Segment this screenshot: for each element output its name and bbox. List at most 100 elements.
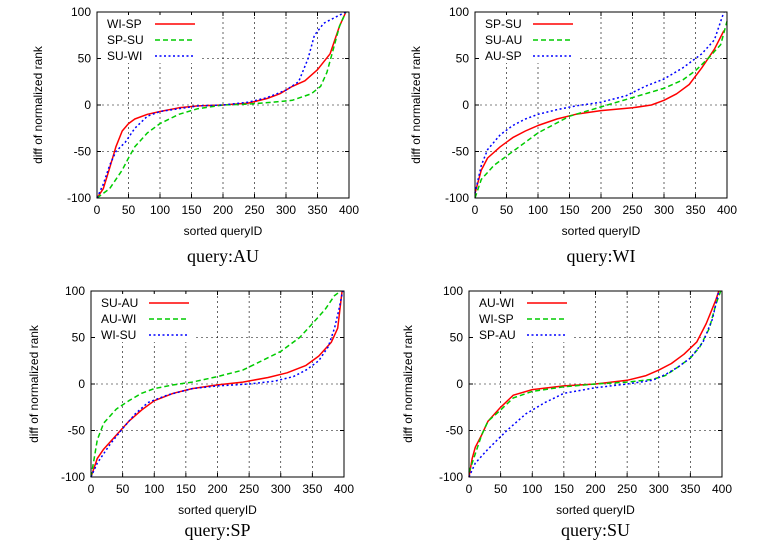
x-tick-label: 0 bbox=[472, 203, 479, 217]
x-tick-label: 50 bbox=[116, 482, 130, 496]
x-tick-label: 250 bbox=[239, 482, 259, 496]
legend: WI-SP SP-SU SU-WI bbox=[101, 15, 201, 63]
y-tick-label: 0 bbox=[78, 377, 85, 391]
series-line-sp-su bbox=[96, 11, 347, 199]
x-tick-label: 100 bbox=[522, 482, 542, 496]
x-tick-label: 50 bbox=[494, 482, 508, 496]
legend-background bbox=[101, 15, 201, 63]
legend-label-wi-sp: WI-SP bbox=[479, 312, 514, 326]
x-tick-label: 250 bbox=[244, 203, 264, 217]
y-axis-label: diff of normalized rank bbox=[31, 45, 45, 164]
panel-caption: query:AU bbox=[187, 246, 259, 266]
series-line-au-wi bbox=[90, 290, 342, 478]
y-tick-label: -50 bbox=[446, 424, 464, 438]
chart-panel-2: 0 50 100 150 200 250 300 350 400 -100 -50 0 50 100 sor… bbox=[409, 5, 737, 266]
x-axis-label: sorted queryID bbox=[184, 224, 263, 238]
legend-label-au-wi: AU-WI bbox=[101, 312, 136, 326]
y-tick-label: -100 bbox=[439, 470, 463, 484]
x-tick-label: 50 bbox=[500, 203, 514, 217]
legend-label-su-wi: SU-WI bbox=[107, 49, 142, 63]
series-line-sp-au bbox=[468, 290, 720, 478]
x-tick-label: 300 bbox=[271, 482, 291, 496]
y-tick-label: 100 bbox=[443, 284, 463, 298]
chart-panel-3: 0 50 100 150 200 250 300 350 400 -100 -50 0 50 100 sor… bbox=[27, 284, 354, 540]
legend-label-wi-sp: WI-SP bbox=[107, 17, 142, 31]
y-tick-label: 50 bbox=[456, 52, 470, 66]
x-tick-label: 200 bbox=[591, 203, 611, 217]
x-tick-label: 400 bbox=[712, 482, 732, 496]
y-tick-label: -100 bbox=[445, 191, 469, 205]
y-tick-label: 50 bbox=[78, 52, 92, 66]
y-tick-label: -50 bbox=[68, 424, 86, 438]
legend-label-sp-su: SP-SU bbox=[107, 33, 144, 47]
x-tick-label: 300 bbox=[276, 203, 296, 217]
x-tick-label: 200 bbox=[207, 482, 227, 496]
legend-label-su-au: SU-AU bbox=[101, 296, 138, 310]
x-tick-label: 250 bbox=[617, 482, 637, 496]
y-axis-label: diff of normalized rank bbox=[401, 324, 415, 443]
x-tick-label: 200 bbox=[585, 482, 605, 496]
x-tick-label: 100 bbox=[150, 203, 170, 217]
series-line-wi-su bbox=[90, 290, 344, 478]
x-tick-label: 350 bbox=[680, 482, 700, 496]
x-tick-label: 150 bbox=[181, 203, 201, 217]
x-tick-label: 50 bbox=[122, 203, 136, 217]
y-tick-label: 0 bbox=[462, 98, 469, 112]
legend-label-au-sp: AU-SP bbox=[485, 49, 522, 63]
x-tick-label: 300 bbox=[654, 203, 674, 217]
y-tick-label: -50 bbox=[74, 145, 92, 159]
chart-panel-4: 0 50 100 150 200 250 300 350 400 -100 -50 0 50 100 sor… bbox=[401, 284, 732, 540]
legend-background bbox=[473, 294, 573, 342]
series-line-au-sp bbox=[474, 11, 725, 194]
y-axis-label: diff of normalized rank bbox=[27, 324, 41, 443]
panel-caption: query:WI bbox=[567, 246, 636, 266]
legend-label-sp-au: SP-AU bbox=[479, 328, 516, 342]
x-axis-label: sorted queryID bbox=[178, 503, 257, 517]
series-line-su-au bbox=[474, 21, 728, 199]
x-tick-label: 150 bbox=[176, 482, 196, 496]
legend-background bbox=[95, 294, 195, 342]
legend-label-su-au: SU-AU bbox=[485, 33, 522, 47]
y-tick-label: -50 bbox=[452, 145, 470, 159]
y-axis-label: diff of normalized rank bbox=[409, 45, 423, 164]
y-tick-label: 0 bbox=[84, 98, 91, 112]
x-tick-label: 0 bbox=[94, 203, 101, 217]
legend-label-sp-su: SP-SU bbox=[485, 17, 522, 31]
x-tick-label: 200 bbox=[213, 203, 233, 217]
y-tick-label: -100 bbox=[61, 470, 85, 484]
x-tick-label: 300 bbox=[649, 482, 669, 496]
x-tick-label: 150 bbox=[554, 482, 574, 496]
legend-background bbox=[479, 15, 579, 63]
series-line-sp-su bbox=[474, 30, 725, 194]
y-tick-label: -100 bbox=[67, 191, 91, 205]
legend: SP-SU SU-AU AU-SP bbox=[479, 15, 579, 63]
y-tick-label: 100 bbox=[449, 5, 469, 19]
x-tick-label: 150 bbox=[559, 203, 579, 217]
legend-label-au-wi: AU-WI bbox=[479, 296, 514, 310]
legend: SU-AU AU-WI WI-SU bbox=[95, 294, 195, 342]
x-tick-label: 400 bbox=[717, 203, 737, 217]
y-tick-label: 100 bbox=[65, 284, 85, 298]
x-tick-label: 350 bbox=[302, 482, 322, 496]
chart-panel-1: 0 50 100 150 200 250 300 350 400 -100 -50 0 50 100 sor… bbox=[31, 5, 359, 266]
y-tick-label: 50 bbox=[72, 331, 86, 345]
legend: AU-WI WI-SP SP-AU bbox=[473, 294, 573, 342]
x-tick-label: 400 bbox=[334, 482, 354, 496]
x-tick-label: 0 bbox=[466, 482, 473, 496]
x-tick-label: 350 bbox=[685, 203, 705, 217]
x-tick-label: 350 bbox=[307, 203, 327, 217]
legend-label-wi-su: WI-SU bbox=[101, 328, 136, 342]
y-tick-label: 0 bbox=[456, 377, 463, 391]
x-axis-label: sorted queryID bbox=[562, 224, 641, 238]
panel-caption: query:SP bbox=[184, 520, 250, 540]
x-tick-label: 100 bbox=[144, 482, 164, 496]
series-line-su-wi bbox=[96, 11, 347, 199]
x-tick-label: 0 bbox=[88, 482, 95, 496]
x-axis-label: sorted queryID bbox=[556, 503, 635, 517]
x-tick-label: 250 bbox=[622, 203, 642, 217]
y-tick-label: 100 bbox=[71, 5, 91, 19]
x-tick-label: 400 bbox=[339, 203, 359, 217]
panel-caption: query:SU bbox=[561, 520, 630, 540]
x-tick-label: 100 bbox=[528, 203, 548, 217]
